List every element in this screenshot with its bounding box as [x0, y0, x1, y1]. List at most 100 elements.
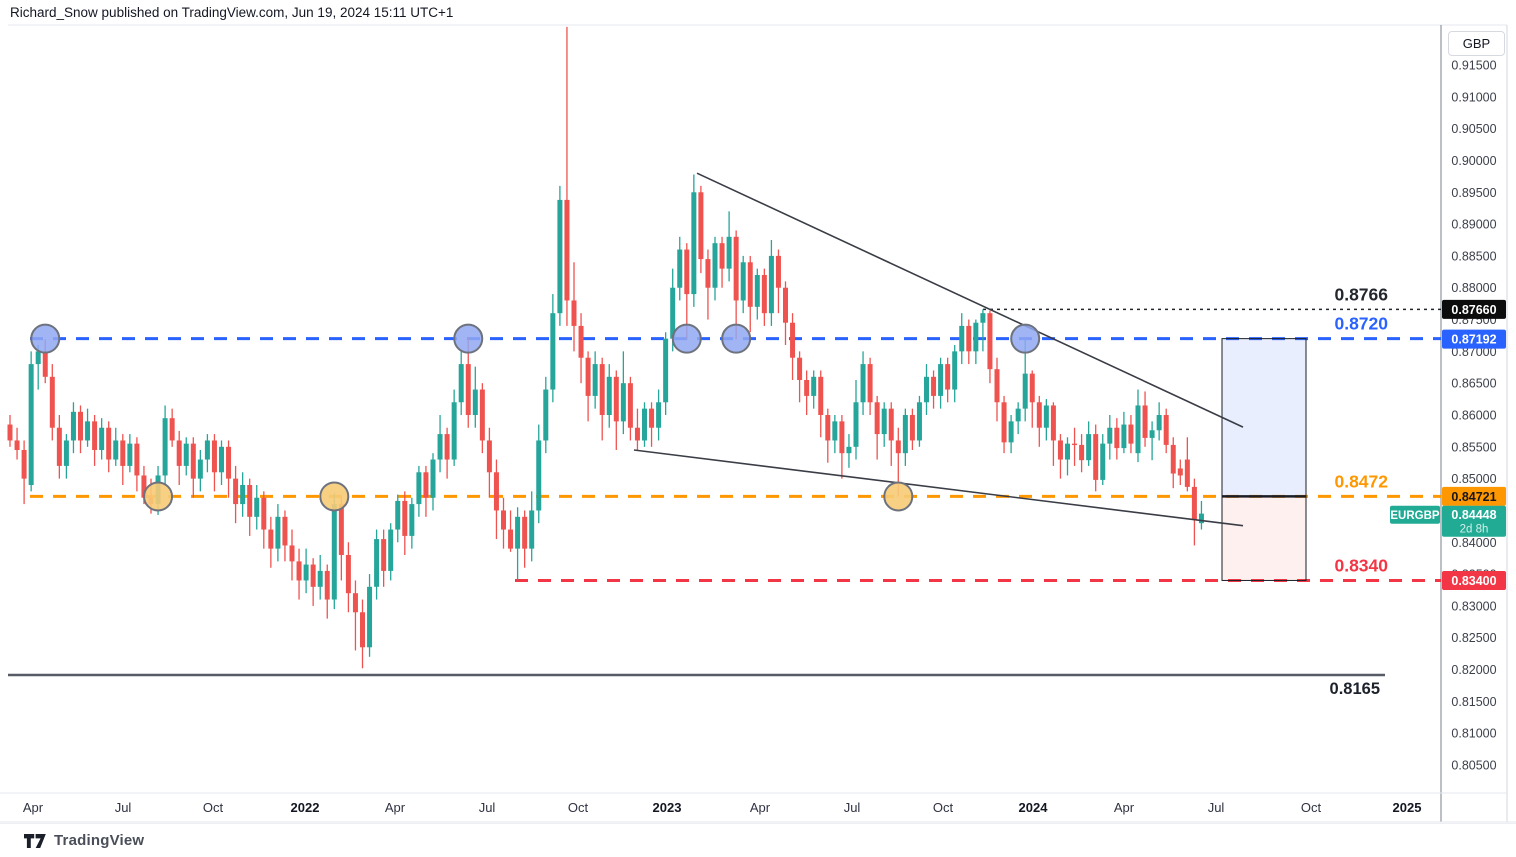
candle-body [486, 440, 492, 473]
candle-body [92, 421, 98, 451]
last-price-axis-label [1442, 505, 1506, 537]
candle-body [860, 364, 866, 403]
time-label-month: Oct [203, 800, 224, 815]
candle-body [451, 402, 457, 460]
candle-body [994, 369, 1000, 403]
candle-body [832, 421, 838, 441]
candle-body [691, 192, 697, 295]
price-tick-label: 0.80500 [1451, 759, 1496, 773]
symbol-badge [1390, 505, 1440, 524]
candle-body [296, 561, 302, 581]
candle-body [895, 440, 901, 454]
candle-body [331, 504, 337, 600]
time-label-month: Apr [1114, 800, 1135, 815]
price-tick-label: 0.90500 [1451, 122, 1496, 136]
candle-body [754, 275, 760, 307]
candle-body [663, 338, 669, 403]
candle-body [388, 529, 394, 571]
candle-body [63, 440, 69, 466]
candle-body [1142, 405, 1148, 438]
price-axis-label-0.83400 [1442, 570, 1506, 590]
candle-body [916, 402, 922, 441]
candle-body [162, 418, 168, 476]
candle-body [1163, 415, 1169, 445]
candle-body [127, 443, 133, 466]
candle-body [367, 586, 373, 648]
candle-body [35, 351, 41, 365]
candle-body [966, 325, 972, 352]
candle-body [240, 485, 246, 505]
candle-body [70, 411, 76, 441]
currency-axis-button[interactable]: GBP [1448, 31, 1505, 56]
descending-trendline-upper [696, 172, 1244, 428]
candle-body [670, 287, 676, 339]
candle-body [881, 408, 887, 435]
candle-body [1029, 373, 1035, 403]
support-touch-marker [143, 481, 174, 512]
resistance-touch-marker [721, 323, 752, 354]
price-tick-label: 0.81500 [1451, 695, 1496, 709]
candle-body [275, 516, 281, 549]
time-label-month: Apr [23, 800, 44, 815]
candle-body [775, 255, 781, 288]
candle-body [818, 376, 824, 416]
candle-body [14, 440, 20, 451]
time-label-month: Oct [568, 800, 589, 815]
tradingview-wordmark[interactable]: TradingView [54, 832, 145, 849]
candle-body [1170, 444, 1176, 474]
candle-body [867, 364, 873, 403]
price-axis-label-0.87660 [1442, 299, 1506, 319]
price-axis-label-text: 0.87192 [1451, 333, 1496, 347]
candle-body [197, 459, 203, 479]
candle-body [381, 539, 387, 571]
candle-body [423, 472, 429, 498]
level-label-0.8766: 0.8766 [1334, 284, 1388, 304]
candle-body [1050, 405, 1056, 441]
price-tick-label: 0.88500 [1451, 249, 1496, 263]
candle-body [310, 564, 316, 587]
candle-body [282, 516, 288, 546]
time-label-month: Apr [750, 800, 771, 815]
candle-body [78, 411, 83, 441]
candle-body [338, 504, 344, 556]
downside-target-box [1221, 495, 1307, 581]
candle-body [28, 364, 34, 486]
candle-body [874, 402, 880, 435]
time-label-month: Jul [1208, 800, 1225, 815]
candle-body [550, 313, 556, 390]
candle-body [1043, 405, 1049, 428]
price-tick-label: 0.82500 [1451, 631, 1496, 645]
candle-body [479, 389, 485, 441]
descending-trendline-lower [633, 449, 1244, 527]
candle-body [931, 376, 937, 396]
candle-body [564, 199, 570, 301]
candle-body [501, 510, 506, 530]
time-label-month: Jul [115, 800, 132, 815]
time-label-month: Apr [385, 800, 406, 815]
candle-body [1177, 468, 1183, 476]
candle-body [846, 446, 852, 454]
candle-body [211, 440, 217, 473]
candle-body [557, 199, 563, 314]
tradingview-logo-icon[interactable] [24, 833, 46, 848]
time-label-year: 2022 [291, 800, 320, 815]
candle-body [493, 472, 499, 511]
candle-body [254, 497, 260, 517]
candle-body [747, 262, 753, 307]
time-label-year: 2025 [1393, 800, 1422, 815]
candle-body [642, 408, 647, 441]
price-tick-label: 0.89000 [1451, 218, 1496, 232]
candle-body [959, 325, 965, 352]
candle-body [49, 376, 55, 428]
candle-body [797, 357, 803, 381]
candle-body [839, 421, 845, 454]
candle-body [740, 262, 746, 301]
candle-body [627, 383, 633, 428]
candle-body [99, 427, 105, 451]
candle-body [945, 364, 951, 390]
candle-body [1001, 402, 1007, 443]
price-tick-label: 0.91500 [1451, 59, 1496, 73]
price-tick-label: 0.85500 [1451, 440, 1496, 454]
price-tick-label: 0.83000 [1451, 599, 1496, 613]
